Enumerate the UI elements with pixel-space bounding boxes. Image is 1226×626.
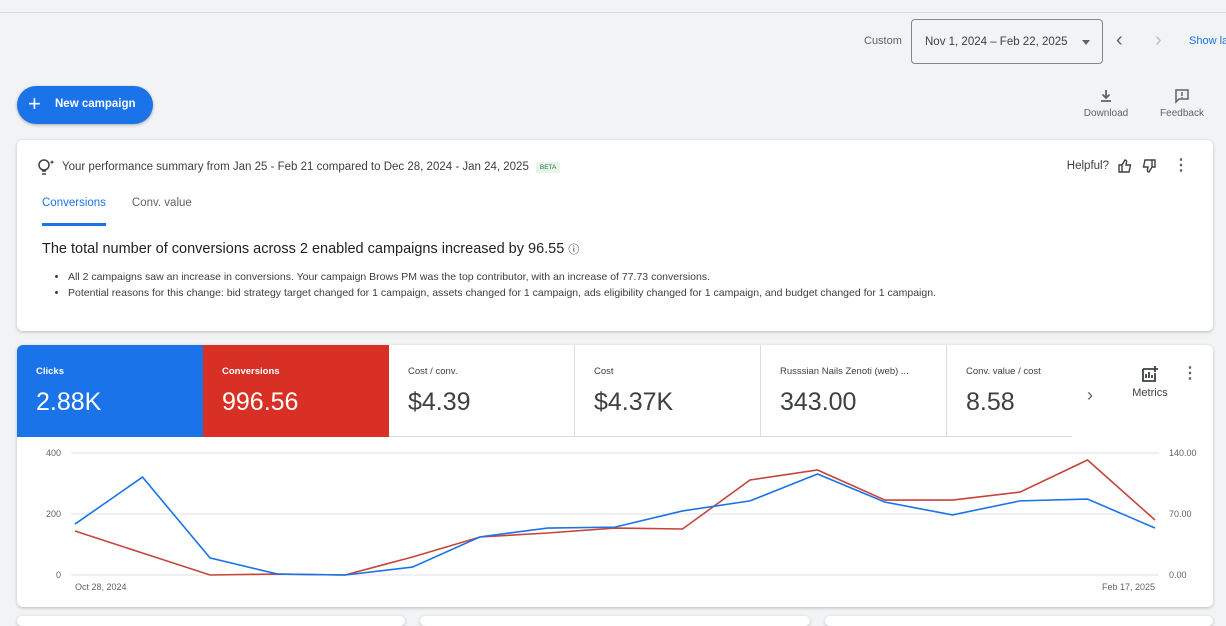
metric-value: 8.58 — [966, 388, 1072, 417]
metric-value: 343.00 — [780, 388, 946, 417]
plus-icon: + — [28, 92, 41, 116]
help-icon[interactable]: ⓘ — [568, 244, 579, 256]
helpful-label: Helpful? — [1067, 160, 1109, 172]
metric-label: Cost — [594, 366, 744, 377]
dropdown-caret-icon — [1082, 40, 1090, 45]
more-options-icon[interactable]: ⋮ — [1173, 159, 1189, 173]
next-period-button[interactable]: › — [1155, 30, 1162, 50]
chevron-right-icon[interactable]: › — [1087, 385, 1093, 406]
metric-label: Russsian Nails Zenoti (web) ... — [780, 366, 930, 377]
series-line-clicks — [75, 474, 1155, 575]
chart-more-options-icon[interactable]: ⋮ — [1182, 367, 1198, 381]
previous-period-button[interactable]: ‹ — [1116, 30, 1123, 50]
new-campaign-button[interactable]: + New campaign — [17, 86, 153, 124]
metric-cost[interactable]: Cost $4.37K — [575, 345, 761, 437]
new-campaign-label: New campaign — [55, 98, 136, 110]
metric-label: Conv. value / cost — [966, 366, 1116, 377]
y-right-tick-label: 0.00 — [1169, 570, 1187, 580]
top-divider — [0, 12, 1226, 13]
card-partial — [825, 616, 1213, 626]
date-range-value: Nov 1, 2024 – Feb 22, 2025 — [925, 36, 1068, 48]
metrics-button[interactable]: Metrics — [1125, 365, 1175, 399]
metric-value: $4.39 — [408, 388, 574, 417]
summary-bullet: All 2 campaigns saw an increase in conve… — [68, 269, 936, 285]
metric-label: Conversions — [222, 366, 372, 377]
y-left-tick-label: 400 — [46, 448, 61, 458]
card-partial — [17, 616, 405, 626]
metric-russian-nails[interactable]: Russsian Nails Zenoti (web) ... 343.00 — [761, 345, 947, 437]
summary-headline: The total number of conversions across 2… — [42, 241, 564, 257]
summary-title: Your performance summary from Jan 25 - F… — [62, 161, 529, 173]
performance-line-chart: 0 0.00 200 70.00 400 140.00 Oct 28, 2024 Feb 17… — [17, 437, 1213, 607]
beta-badge: BETA — [536, 162, 561, 173]
feedback-label: Feedback — [1160, 108, 1204, 119]
performance-summary-card: Your performance summary from Jan 25 - F… — [17, 140, 1213, 331]
date-range-picker[interactable]: Nov 1, 2024 – Feb 22, 2025 — [911, 19, 1103, 64]
feedback-button[interactable]: Feedback — [1152, 88, 1212, 119]
metrics-label: Metrics — [1132, 387, 1167, 399]
card-partial — [420, 616, 810, 626]
y-left-tick-label: 0 — [56, 570, 61, 580]
metric-label: Clicks — [36, 366, 186, 377]
y-left-tick-label: 200 — [46, 509, 61, 519]
download-button[interactable]: Download — [1076, 88, 1136, 119]
summary-bullet: Potential reasons for this change: bid s… — [68, 285, 936, 301]
series-line-conversions — [75, 460, 1155, 575]
tab-conv-value[interactable]: Conv. value — [132, 197, 192, 226]
metric-conversions[interactable]: Conversions 996.56 — [203, 345, 389, 437]
thumbs-up-icon[interactable] — [1117, 158, 1133, 174]
feedback-icon — [1174, 88, 1190, 104]
performance-chart-card: Clicks 2.88K Conversions 996.56 Cost / con… — [17, 345, 1213, 607]
metric-clicks[interactable]: Clicks 2.88K — [17, 345, 203, 437]
download-icon — [1098, 88, 1114, 104]
metric-label: Cost / conv. — [408, 366, 558, 377]
lightbulb-icon — [36, 158, 58, 176]
tab-conversions[interactable]: Conversions — [42, 197, 106, 226]
add-chart-icon — [1141, 365, 1159, 383]
thumbs-down-icon[interactable] — [1141, 158, 1157, 174]
y-right-tick-label: 140.00 — [1169, 448, 1197, 458]
summary-bullets: All 2 campaigns saw an increase in conve… — [68, 269, 936, 301]
x-tick-label: Feb 17, 2025 — [1102, 582, 1155, 592]
x-tick-label: Oct 28, 2024 — [75, 582, 127, 592]
metric-value: 996.56 — [222, 388, 389, 417]
metric-value: 2.88K — [36, 388, 203, 417]
range-label: Custom — [864, 35, 902, 47]
download-label: Download — [1084, 108, 1128, 119]
metric-value: $4.37K — [594, 388, 760, 417]
show-link[interactable]: Show la — [1189, 35, 1226, 47]
metric-cost-per-conv[interactable]: Cost / conv. $4.39 — [389, 345, 575, 437]
y-right-tick-label: 70.00 — [1169, 509, 1192, 519]
